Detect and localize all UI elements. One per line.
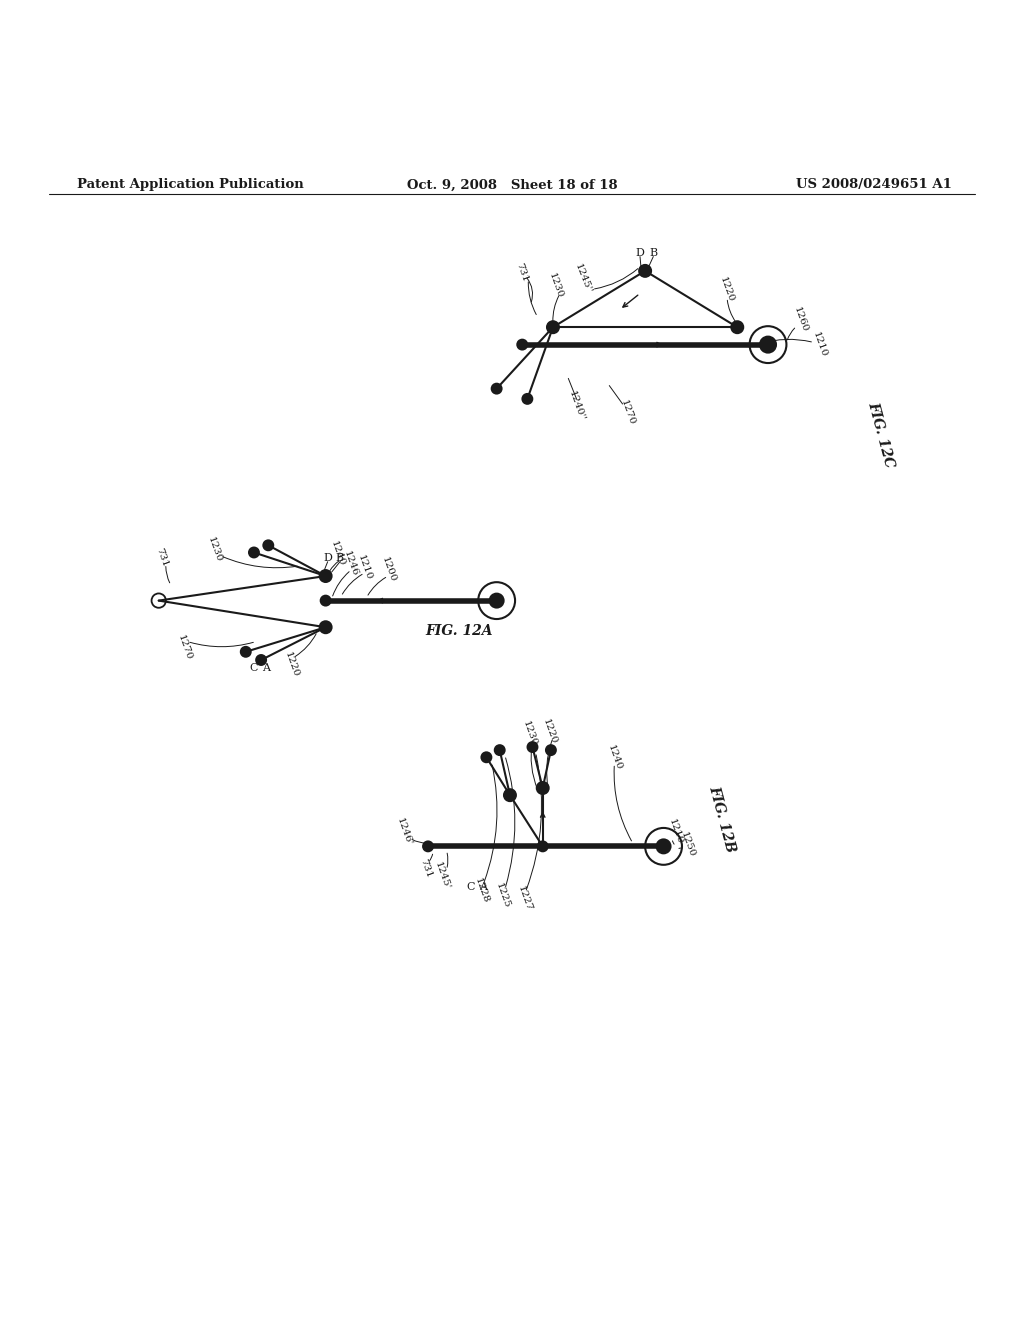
Circle shape xyxy=(495,744,505,755)
Circle shape xyxy=(481,752,492,763)
Text: B: B xyxy=(336,553,344,562)
Text: 1240: 1240 xyxy=(329,540,347,568)
Text: Oct. 9, 2008   Sheet 18 of 18: Oct. 9, 2008 Sheet 18 of 18 xyxy=(407,178,617,191)
Circle shape xyxy=(319,622,332,634)
Circle shape xyxy=(522,393,532,404)
Circle shape xyxy=(639,265,651,277)
Text: FIG. 12B: FIG. 12B xyxy=(707,784,738,854)
Circle shape xyxy=(527,742,538,752)
Text: 1230: 1230 xyxy=(206,536,224,564)
Circle shape xyxy=(241,647,251,657)
Circle shape xyxy=(504,789,516,801)
Text: 1246': 1246' xyxy=(395,817,414,847)
Circle shape xyxy=(731,321,743,334)
Circle shape xyxy=(321,595,331,606)
Circle shape xyxy=(319,570,332,582)
Text: 731: 731 xyxy=(155,546,169,569)
Circle shape xyxy=(760,337,776,352)
Text: C: C xyxy=(467,882,475,892)
Circle shape xyxy=(547,321,559,334)
Text: 1228: 1228 xyxy=(472,876,490,904)
Text: D: D xyxy=(324,553,332,562)
Text: Patent Application Publication: Patent Application Publication xyxy=(77,178,303,191)
FancyArrowPatch shape xyxy=(527,279,532,302)
Text: 731: 731 xyxy=(515,263,529,284)
Text: 1220: 1220 xyxy=(541,718,559,746)
Text: 1245': 1245' xyxy=(433,861,452,891)
Text: 1240'': 1240'' xyxy=(567,389,586,422)
Text: 1246: 1246 xyxy=(341,549,359,578)
Text: 1210: 1210 xyxy=(667,818,685,846)
Circle shape xyxy=(256,655,266,665)
Text: 1270: 1270 xyxy=(175,634,194,661)
Circle shape xyxy=(546,744,556,755)
Text: C: C xyxy=(250,663,258,673)
Text: A: A xyxy=(262,663,270,673)
Text: 1240: 1240 xyxy=(605,743,624,771)
Text: A: A xyxy=(479,882,487,892)
Circle shape xyxy=(537,781,549,795)
Text: 1220: 1220 xyxy=(718,276,736,304)
Text: 1250: 1250 xyxy=(679,830,697,858)
Text: FIG. 12C: FIG. 12C xyxy=(865,400,896,469)
Text: 1220: 1220 xyxy=(283,651,301,678)
Text: US 2008/0249651 A1: US 2008/0249651 A1 xyxy=(797,178,952,191)
Text: 1245'': 1245'' xyxy=(572,263,593,296)
Text: 1260: 1260 xyxy=(792,306,810,334)
Text: 1210: 1210 xyxy=(810,330,828,359)
Text: 1230: 1230 xyxy=(547,271,565,300)
Text: 1225: 1225 xyxy=(494,882,512,909)
Text: 1210: 1210 xyxy=(355,554,374,582)
Text: 1200: 1200 xyxy=(380,556,398,583)
Circle shape xyxy=(489,594,504,607)
Circle shape xyxy=(249,548,259,557)
Circle shape xyxy=(538,841,548,851)
Circle shape xyxy=(656,840,671,854)
Circle shape xyxy=(263,540,273,550)
Text: D: D xyxy=(636,248,644,259)
Circle shape xyxy=(423,841,433,851)
Text: B: B xyxy=(649,248,657,259)
Circle shape xyxy=(517,339,527,350)
Text: 1227: 1227 xyxy=(515,884,534,912)
Text: 1230: 1230 xyxy=(520,719,539,747)
Text: 1270: 1270 xyxy=(618,399,637,426)
Text: FIG. 12A: FIG. 12A xyxy=(425,624,493,639)
Circle shape xyxy=(492,384,502,393)
Text: 731: 731 xyxy=(419,858,433,879)
